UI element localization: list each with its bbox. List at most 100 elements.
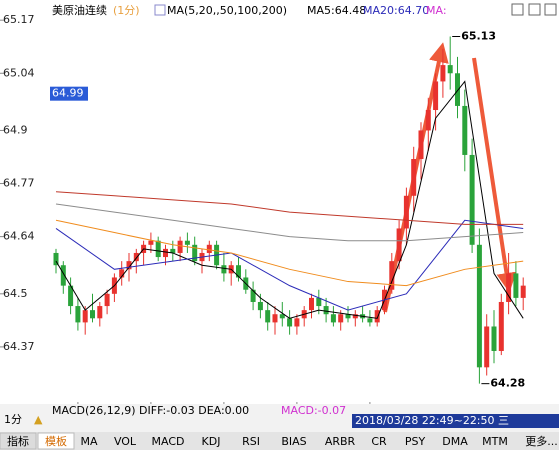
range-bg [352, 414, 559, 428]
icon[interactable] [528, 3, 541, 16]
tab[interactable]: 更多... [525, 434, 558, 448]
period: (1分) [113, 4, 140, 17]
candle-body [520, 285, 526, 298]
candle-body [163, 248, 168, 258]
candle-body [513, 273, 519, 298]
price-box [50, 86, 88, 101]
candle-body [53, 252, 59, 266]
tab[interactable]: MTM [482, 435, 508, 448]
ma-line [55, 191, 524, 225]
candle-body [75, 306, 81, 323]
candle-body [192, 244, 198, 262]
candle-body [447, 65, 453, 74]
ma-params: MA(5,20,,50,100,200) [167, 4, 287, 17]
candle-body [184, 240, 190, 245]
tab-bar [0, 432, 559, 450]
candle-body [506, 273, 512, 302]
candle-body [330, 314, 336, 323]
candle-body [68, 285, 74, 307]
candle-body [206, 244, 212, 253]
tab[interactable]: PSY [405, 435, 426, 448]
tabs: 指标 模板 MA VOL MACD KDJ RSI BIAS ARBR CR PSY DMA MTM 更多… [0, 432, 558, 450]
candle-body [250, 289, 256, 302]
ma-line [55, 203, 524, 242]
price-label: 64.99 [52, 87, 84, 100]
candle-body [345, 314, 351, 319]
candle-body [97, 306, 103, 319]
y-tick-label: 65.04 [3, 66, 35, 79]
plot: 65.1765.0464.964.7764.6464.564.3728/21:3… [0, 13, 526, 427]
candle-body [265, 310, 271, 323]
y-tick-label: 65.17 [3, 13, 35, 26]
candle-body [316, 297, 322, 307]
candle-body [367, 318, 373, 323]
icon[interactable] [544, 3, 557, 16]
ma20-label: MA20:64.70 [363, 4, 429, 17]
tab[interactable]: MA [80, 435, 97, 448]
candle-body [455, 73, 460, 106]
tab[interactable]: MACD [152, 435, 185, 448]
tab[interactable]: ARBR [325, 435, 356, 448]
candle-body [133, 252, 139, 262]
icon[interactable] [511, 3, 524, 16]
candle-body [389, 261, 395, 290]
instrument: 美原油连续 [52, 3, 107, 17]
tab[interactable]: 指标 [7, 434, 29, 448]
candle-body [425, 110, 431, 131]
macd: MACD(26,12,9) DIFF:-0.03 DEA:0.00 [52, 404, 249, 417]
tab[interactable]: VOL [114, 435, 137, 448]
period-tab[interactable]: 1分 [4, 413, 22, 426]
candle-body [287, 318, 293, 327]
candle-body [60, 265, 66, 286]
candle-body [352, 314, 358, 319]
candle-body [119, 269, 125, 278]
candle-body [338, 314, 344, 323]
candle-body [126, 261, 132, 270]
candle-body [440, 65, 446, 82]
tab[interactable]: BIAS [281, 435, 306, 448]
tab[interactable]: KDJ [202, 435, 221, 448]
candle-body [498, 301, 504, 351]
y-tick-label: 64.37 [3, 340, 35, 353]
candle-body [403, 195, 409, 229]
period-arrow[interactable]: ▲ [34, 413, 43, 426]
tab[interactable]: DMA [442, 435, 468, 448]
tab-bg [37, 432, 75, 450]
ma-line [55, 219, 524, 311]
candle-body [294, 318, 300, 327]
ma-label: MA: [426, 4, 447, 17]
tab[interactable]: 模板 [45, 434, 67, 448]
candle-body [476, 244, 482, 368]
tab[interactable]: CR [371, 435, 387, 448]
candle-body [411, 159, 417, 196]
checkbox[interactable] [154, 4, 166, 16]
y-tick-label: 64.77 [3, 177, 35, 190]
max-label: 65.13 [461, 30, 496, 43]
y-tick-label: 64.64 [3, 230, 35, 243]
candle-body [469, 154, 475, 245]
min-label: 64.28 [490, 377, 525, 390]
candle-body [104, 293, 110, 307]
candle-body [236, 265, 241, 278]
tab[interactable]: RSI [242, 435, 260, 448]
macd-value: MACD:-0.07 [281, 404, 346, 417]
candle-body [396, 228, 402, 262]
y-tick-label: 64.9 [3, 123, 28, 136]
candle-body [484, 326, 490, 368]
ma5-label: MA5:64.48 [307, 4, 366, 17]
candle-body [309, 297, 314, 311]
ma-line [55, 80, 524, 319]
candle-body [433, 81, 439, 111]
candle-body [177, 240, 183, 253]
candle-body [170, 248, 176, 253]
candle-body [257, 301, 263, 311]
candle-body [155, 240, 161, 258]
window-icons [511, 3, 557, 16]
candle-body [323, 306, 329, 315]
candle-body [82, 310, 88, 323]
candle-body [279, 314, 285, 319]
candle-body [418, 130, 424, 160]
ma-line [55, 219, 524, 287]
arrow-down [472, 57, 517, 293]
